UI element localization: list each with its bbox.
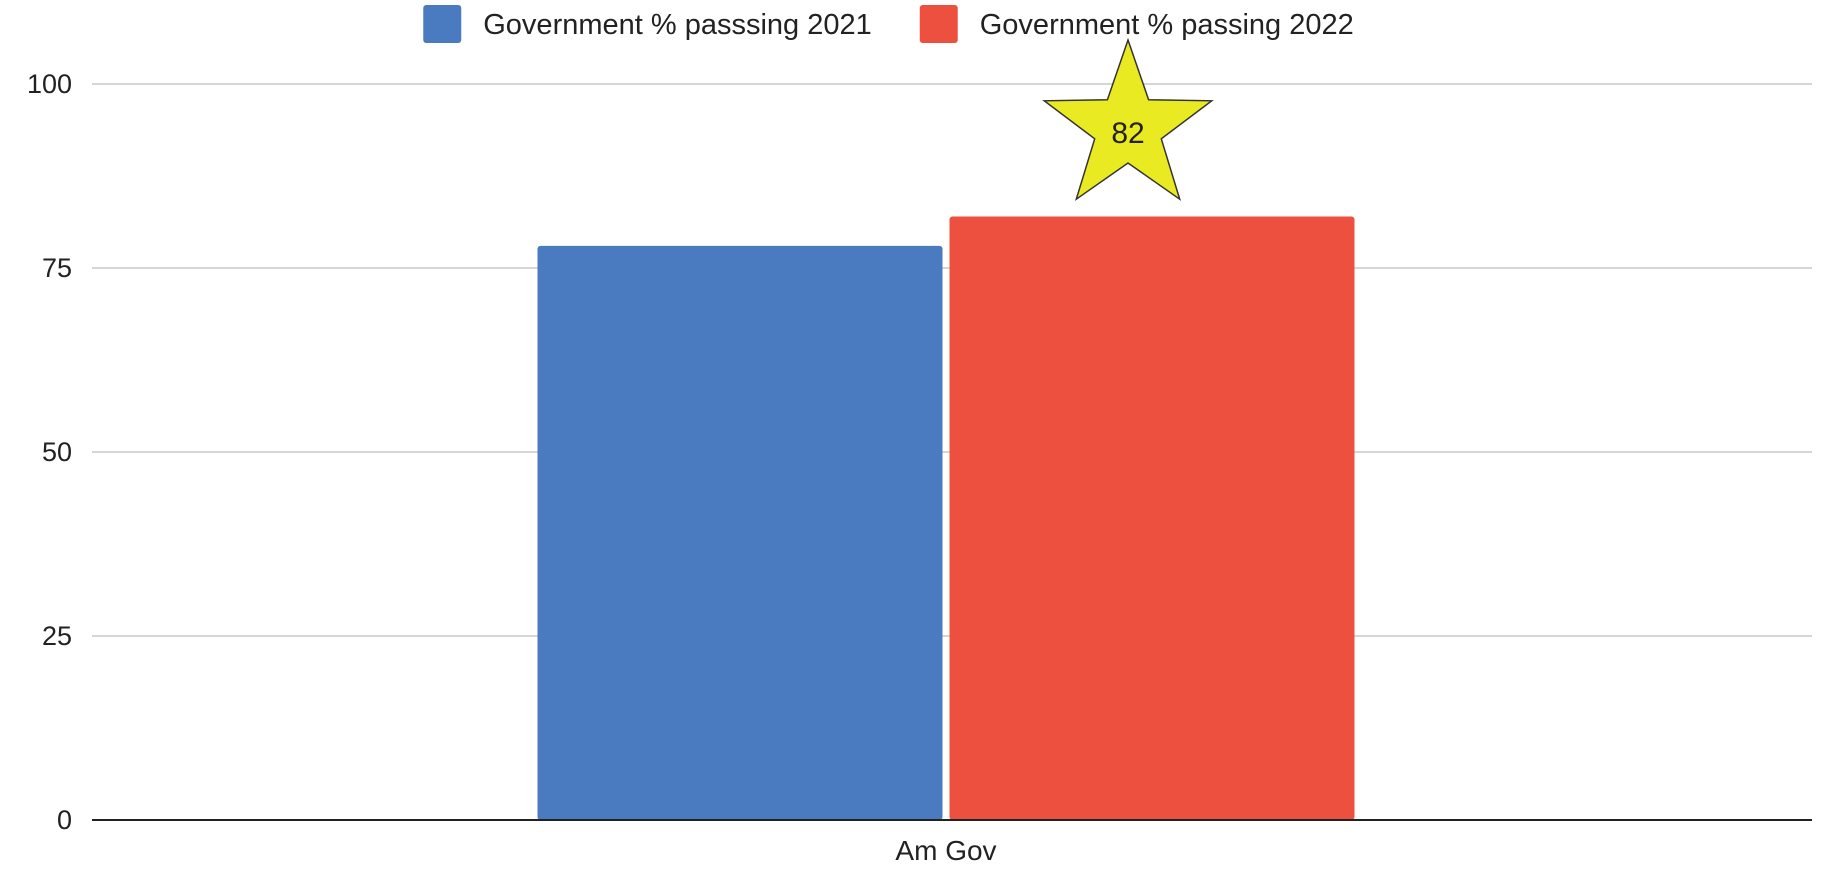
bar-1 xyxy=(537,245,943,821)
star-icon xyxy=(1042,37,1214,202)
legend-swatch-2 xyxy=(919,5,958,43)
bars xyxy=(537,216,1355,821)
legend: Government % passsing 2021 Government % p… xyxy=(423,5,1354,43)
legend-label-1: Government % passsing 2021 xyxy=(483,9,872,41)
y-tick-label: 100 xyxy=(27,69,72,99)
y-tick-label: 75 xyxy=(42,253,72,283)
y-tick-label: 0 xyxy=(57,805,72,835)
x-tick-label: Am Gov xyxy=(895,835,996,866)
y-tick-label: 50 xyxy=(42,437,72,467)
bar-2 xyxy=(949,216,1355,821)
legend-swatch-1 xyxy=(423,5,462,43)
axes: 0 25 50 75 100 Am Gov xyxy=(27,69,1812,866)
data-label: 82 xyxy=(1111,117,1144,150)
y-tick-label: 25 xyxy=(42,621,72,651)
legend-label-2: Government % passing 2022 xyxy=(980,9,1354,41)
annotation: 82 xyxy=(1042,37,1214,202)
